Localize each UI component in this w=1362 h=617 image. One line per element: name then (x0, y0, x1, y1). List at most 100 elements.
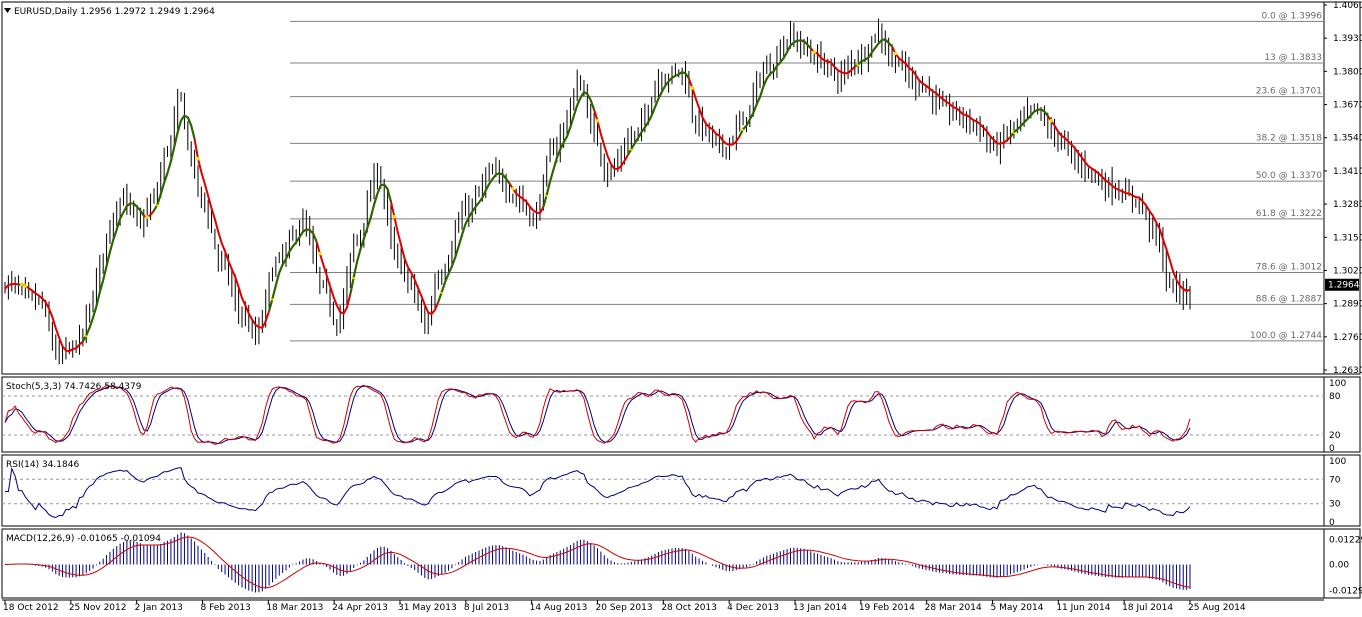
price-tick-label: 1.2630 (1333, 366, 1362, 376)
macd-tick-label: 0.01229 (1329, 536, 1362, 546)
ma-up-segment (760, 87, 763, 97)
ma-cross-marker (596, 119, 600, 123)
ma-up-segment (107, 252, 110, 266)
ma-up-segment (1038, 109, 1041, 110)
ma-up-segment (1017, 126, 1020, 129)
time-tick-label: 14 Aug 2013 (530, 603, 588, 613)
ma-up-segment (655, 99, 658, 107)
fib-label-61.8: 61.8 @ 1.3222 (1256, 209, 1322, 219)
ma-up-segment (675, 74, 678, 76)
ma-up-segment (642, 127, 645, 132)
ma-up-segment (354, 262, 357, 278)
ma-up-segment (168, 161, 171, 173)
ma-up-segment (272, 285, 275, 298)
ma-up-segment (174, 132, 177, 147)
stoch-tick-label: 0 (1329, 444, 1335, 454)
ma-up-segment (1027, 115, 1030, 119)
ma-up-segment (289, 246, 292, 251)
ma-up-segment (638, 132, 641, 138)
ma-up-segment (137, 207, 140, 211)
ma-up-segment (161, 183, 164, 194)
ma-up-segment (276, 273, 279, 286)
ma-up-segment (543, 195, 546, 207)
price-tick-label: 1.2890 (1333, 300, 1362, 310)
time-tick-label: 2 Jan 2013 (135, 603, 183, 613)
ma-up-segment (374, 194, 377, 205)
chart-title: EURUSD,Daily 1.2956 1.2972 1.2949 1.2964 (14, 7, 215, 17)
ma-up-segment (547, 181, 550, 195)
time-tick-label: 11 Jun 2014 (1056, 603, 1110, 613)
ma-up-segment (577, 98, 580, 106)
ma-up-segment (1021, 122, 1024, 126)
ma-up-segment (652, 107, 655, 116)
ma-up-segment (86, 328, 89, 336)
ma-up-segment (306, 229, 309, 230)
stoch-tick-label: 80 (1329, 392, 1341, 402)
ma-up-segment (296, 237, 299, 242)
time-tick-label: 25 Aug 2014 (1188, 603, 1246, 613)
ma-up-segment (770, 71, 773, 74)
price-tick-label: 1.3280 (1333, 200, 1362, 210)
ma-up-segment (757, 97, 760, 105)
ma-up-segment (489, 179, 492, 184)
stochastic-label: Stoch(5,3,3) 74.7426 58.4379 (6, 382, 142, 392)
ma-up-segment (124, 206, 127, 212)
ma-cross-marker (24, 284, 28, 288)
ma-up-segment (279, 265, 282, 273)
rsi-tick-label: 100 (1329, 457, 1346, 467)
ma-up-segment (746, 119, 749, 125)
ma-up-segment (743, 126, 746, 130)
ma-up-segment (472, 207, 475, 212)
macd-tick-label: -0.01296 (1329, 587, 1362, 597)
ma-up-segment (862, 60, 865, 61)
fib-label-38.2: 38.2 @ 1.3518 (1256, 133, 1323, 143)
fib-label-13: 13 @ 1.3833 (1264, 53, 1322, 63)
ma-up-segment (1041, 109, 1044, 111)
price-tick-label: 1.3670 (1333, 101, 1362, 111)
ma-up-segment (635, 138, 638, 143)
ma-up-segment (889, 43, 892, 47)
ma-up-segment (377, 185, 380, 193)
ma-up-segment (286, 252, 289, 259)
dropdown-triangle-icon (4, 8, 11, 13)
price-tick-label: 1.3150 (1333, 233, 1362, 243)
ma-up-segment (184, 116, 187, 118)
ma-up-segment (787, 45, 790, 52)
ma-up-segment (486, 184, 489, 190)
ma-cross-marker (691, 86, 695, 90)
price-tick-label: 1.3800 (1333, 67, 1362, 77)
ma-up-segment (350, 277, 353, 294)
time-tick-label: 18 Jul 2014 (1122, 603, 1173, 613)
time-tick-label: 28 Oct 2013 (661, 603, 717, 613)
ma-up-segment (455, 246, 458, 257)
ma-cross-marker (894, 52, 898, 56)
ma-up-segment (462, 224, 465, 235)
stoch-tick-label: 20 (1329, 431, 1341, 441)
fib-label-50.0: 50.0 @ 1.3370 (1256, 171, 1323, 181)
ma-up-segment (181, 116, 184, 121)
ma-up-segment (648, 116, 651, 123)
ma-up-segment (482, 190, 485, 197)
ma-cross-marker (196, 157, 200, 161)
ma-up-segment (364, 228, 367, 239)
ma-cross-marker (511, 187, 515, 191)
time-tick-label: 31 May 2013 (398, 603, 457, 613)
ma-up-segment (96, 292, 99, 306)
ma-up-segment (90, 318, 93, 328)
ma-up-segment (476, 202, 479, 206)
ma-up-segment (388, 189, 391, 202)
fib-label-88.6: 88.6 @ 1.2887 (1256, 294, 1322, 304)
ma-up-segment (1031, 112, 1034, 116)
last-price-label: 1.2964 (1328, 281, 1360, 291)
fib-label-0.0: 0.0 @ 1.3996 (1261, 11, 1322, 21)
ma-up-segment (164, 173, 167, 183)
ma-up-segment (665, 81, 668, 85)
ma-up-segment (493, 175, 496, 179)
ma-cross-marker (1049, 119, 1053, 123)
ma-up-segment (753, 105, 756, 114)
ma-up-segment (465, 217, 468, 224)
ma-up-segment (503, 175, 506, 179)
ma-up-segment (763, 79, 766, 87)
ma-up-segment (865, 58, 868, 60)
